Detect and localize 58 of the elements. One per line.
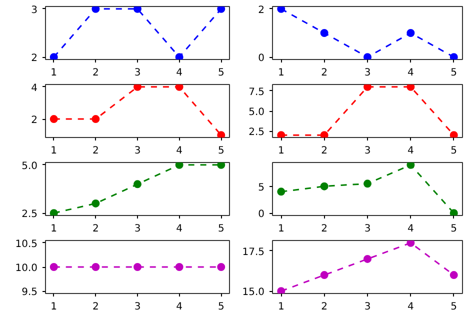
x-tick-label: 3 [134, 302, 141, 312]
x-tick-label: 4 [408, 224, 414, 234]
y-tick-label: 17.5 [242, 246, 264, 258]
x-tick-label: 5 [450, 68, 458, 78]
x-tick-label: 1 [278, 146, 284, 156]
x-tick-label: 5 [450, 302, 458, 312]
x-tick-label: 3 [364, 146, 371, 156]
x-tick-label: 5 [218, 224, 224, 234]
x-tick-label: 1 [278, 302, 284, 312]
y-tick-label: 7.5 [248, 86, 265, 98]
y-tick-label: 0 [258, 209, 265, 220]
y-tick-label: 5.0 [248, 107, 265, 118]
y-tick-label: 2 [31, 115, 38, 126]
x-tick-label: 5 [450, 146, 458, 156]
x-tick-label: 3 [134, 68, 141, 78]
x-tick-label: 1 [278, 68, 284, 78]
x-tick-label: 2 [92, 146, 99, 156]
x-tick-label: 4 [408, 302, 414, 312]
x-tick-label: 3 [134, 224, 141, 234]
y-tick-label: 5 [258, 182, 265, 194]
x-tick-label: 3 [364, 224, 371, 234]
x-tick-label: 5 [218, 68, 224, 78]
x-tick-label: 1 [50, 146, 58, 156]
x-tick-label: 4 [408, 146, 414, 156]
x-tick-label: 1 [50, 302, 58, 312]
x-tick-label: 3 [364, 302, 371, 312]
x-tick-label: 1 [50, 224, 58, 234]
x-tick-label: 4 [176, 302, 183, 312]
x-tick-label: 5 [450, 224, 458, 234]
x-tick-label: 1 [50, 68, 58, 78]
x-tick-label: 5 [218, 302, 224, 312]
x-tick-label: 4 [176, 224, 183, 234]
y-tick-label: 10.0 [15, 263, 38, 274]
x-tick-label: 4 [176, 146, 183, 156]
y-tick-label: 2.5 [22, 209, 38, 220]
x-tick-label: 1 [278, 224, 284, 234]
x-tick-label: 2 [321, 224, 328, 234]
x-tick-label: 4 [408, 68, 414, 78]
x-tick-label: 2 [92, 302, 99, 312]
y-tick-label: 2.5 [248, 127, 265, 138]
y-tick-label: 0 [258, 53, 265, 64]
x-tick-label: 5 [218, 146, 224, 156]
x-tick-label: 3 [364, 68, 371, 78]
x-tick-label: 3 [134, 146, 141, 156]
x-tick-label: 4 [176, 68, 183, 78]
y-tick-label: 15.0 [242, 287, 264, 298]
x-tick-label: 2 [92, 224, 99, 234]
y-tick-label: 5.0 [22, 160, 38, 172]
y-tick-label: 3 [31, 4, 38, 16]
x-tick-label: 2 [92, 68, 99, 78]
y-tick-label: 10.5 [15, 238, 38, 250]
x-tick-label: 2 [321, 68, 328, 78]
x-tick-label: 2 [321, 302, 328, 312]
x-tick-label: 2 [321, 146, 328, 156]
y-tick-label: 4 [31, 82, 38, 94]
y-tick-label: 2 [258, 4, 265, 16]
y-tick-label: 9.5 [22, 287, 38, 298]
y-tick-label: 2 [31, 53, 38, 64]
